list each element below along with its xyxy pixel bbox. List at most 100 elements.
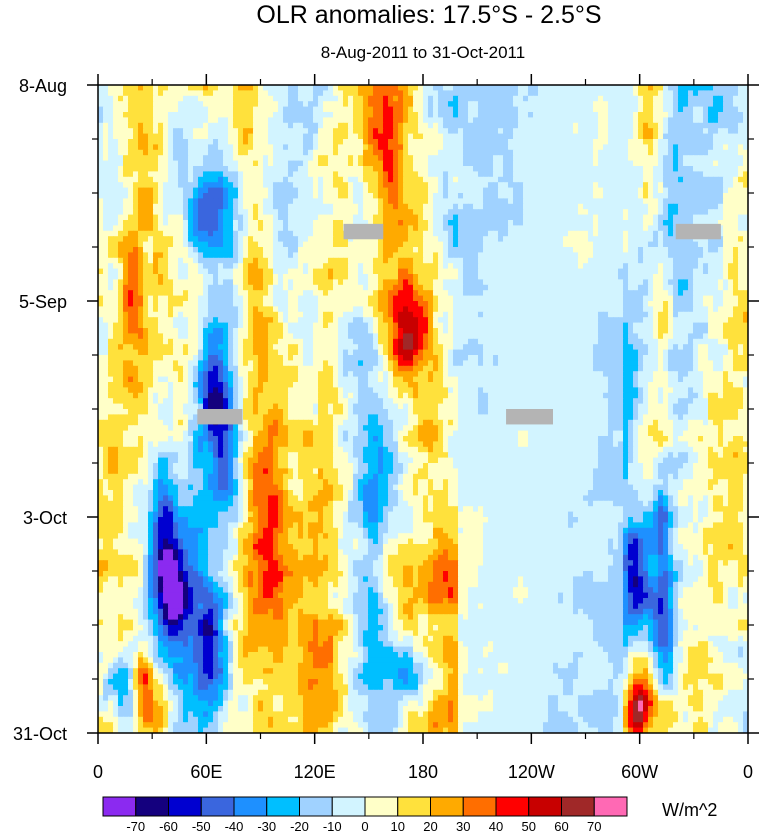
heat-cell xyxy=(98,268,104,275)
heat-cell xyxy=(728,203,734,210)
heat-cell xyxy=(243,182,249,189)
heat-cell xyxy=(138,214,144,221)
heat-cell xyxy=(298,290,304,297)
heat-cell xyxy=(458,133,464,140)
heat-cell xyxy=(458,95,464,102)
heat-cell xyxy=(133,182,139,189)
heat-cell xyxy=(283,144,289,151)
heat-cell xyxy=(388,274,394,280)
heat-cell xyxy=(593,133,599,140)
heat-cell xyxy=(668,133,674,140)
heat-cell xyxy=(238,284,244,291)
heat-cell xyxy=(428,149,434,156)
heat-cell xyxy=(483,230,489,237)
heat-cell xyxy=(383,252,389,259)
heat-cell xyxy=(623,241,629,248)
heat-cell xyxy=(453,176,459,183)
heat-cell xyxy=(573,112,579,118)
heat-cell xyxy=(203,193,209,199)
heat-cell xyxy=(643,203,649,210)
heat-cell xyxy=(313,171,319,178)
heat-cell xyxy=(223,252,229,259)
heat-cell xyxy=(563,187,569,194)
heat-cell xyxy=(653,230,659,237)
heat-cell xyxy=(438,117,444,124)
heat-cell xyxy=(148,284,154,291)
heat-cell xyxy=(363,274,369,280)
heat-cell xyxy=(398,176,404,183)
heat-cell xyxy=(568,182,574,189)
heat-cell xyxy=(523,101,529,108)
heat-cell xyxy=(718,263,724,270)
heat-cell xyxy=(108,247,114,253)
heat-cell xyxy=(698,85,704,91)
heat-cell xyxy=(558,160,564,167)
heat-cell xyxy=(583,241,589,248)
heat-cell xyxy=(318,225,324,232)
heat-cell xyxy=(313,236,319,243)
heat-cell xyxy=(388,106,394,113)
heat-cell xyxy=(253,101,259,108)
heat-cell xyxy=(398,241,404,248)
heat-cell xyxy=(483,139,489,145)
heat-cell xyxy=(153,128,159,135)
heat-cell xyxy=(368,176,374,183)
heat-cell xyxy=(258,247,264,253)
heat-cell xyxy=(613,139,619,145)
heat-cell xyxy=(163,149,169,156)
heat-cell xyxy=(653,122,659,129)
heat-cell xyxy=(163,122,169,129)
heat-cell xyxy=(478,90,484,97)
heat-cell xyxy=(213,166,219,172)
heat-cell xyxy=(228,117,234,124)
heat-cell xyxy=(418,182,424,189)
heat-cell xyxy=(733,209,739,216)
heat-cell xyxy=(728,128,734,135)
heat-cell xyxy=(523,230,529,237)
heat-cell xyxy=(708,209,714,216)
heat-cell xyxy=(398,160,404,167)
heat-cell xyxy=(308,139,314,145)
heat-cell xyxy=(138,209,144,216)
heat-cell xyxy=(708,117,714,124)
heat-cell xyxy=(473,133,479,140)
heat-cell xyxy=(278,112,284,118)
heat-cell xyxy=(638,214,644,221)
heat-cell xyxy=(523,149,529,156)
heat-cell xyxy=(158,279,164,286)
heat-cell xyxy=(653,247,659,253)
heat-cell xyxy=(633,247,639,253)
heat-cell xyxy=(508,90,514,97)
heat-cell xyxy=(383,263,389,270)
heat-cell xyxy=(538,203,544,210)
heat-cell xyxy=(218,203,224,210)
heat-cell xyxy=(393,203,399,210)
heat-cell xyxy=(328,252,334,259)
heat-cell xyxy=(518,214,524,221)
heat-cell xyxy=(223,279,229,286)
heat-cell xyxy=(543,263,549,270)
heat-cell xyxy=(443,209,449,216)
heat-cell xyxy=(743,101,748,108)
heat-cell xyxy=(663,230,669,237)
heat-cell xyxy=(513,263,519,270)
heat-cell xyxy=(363,155,369,162)
heat-cell xyxy=(438,214,444,221)
heat-cell xyxy=(518,236,524,243)
heat-cell xyxy=(138,284,144,291)
heat-cell xyxy=(523,187,529,194)
heat-cell xyxy=(448,171,454,178)
heat-cell xyxy=(338,263,344,270)
heat-cell xyxy=(403,252,409,259)
heat-cell xyxy=(568,128,574,135)
heat-cell xyxy=(548,268,554,275)
heat-cell xyxy=(523,95,529,102)
heat-cell xyxy=(178,236,184,243)
heat-cell xyxy=(543,268,549,275)
heat-cell xyxy=(558,90,564,97)
heat-cell xyxy=(178,284,184,291)
heat-cell xyxy=(643,176,649,183)
heat-cell xyxy=(463,85,469,91)
heat-cell xyxy=(518,139,524,145)
heat-cell xyxy=(478,284,484,291)
